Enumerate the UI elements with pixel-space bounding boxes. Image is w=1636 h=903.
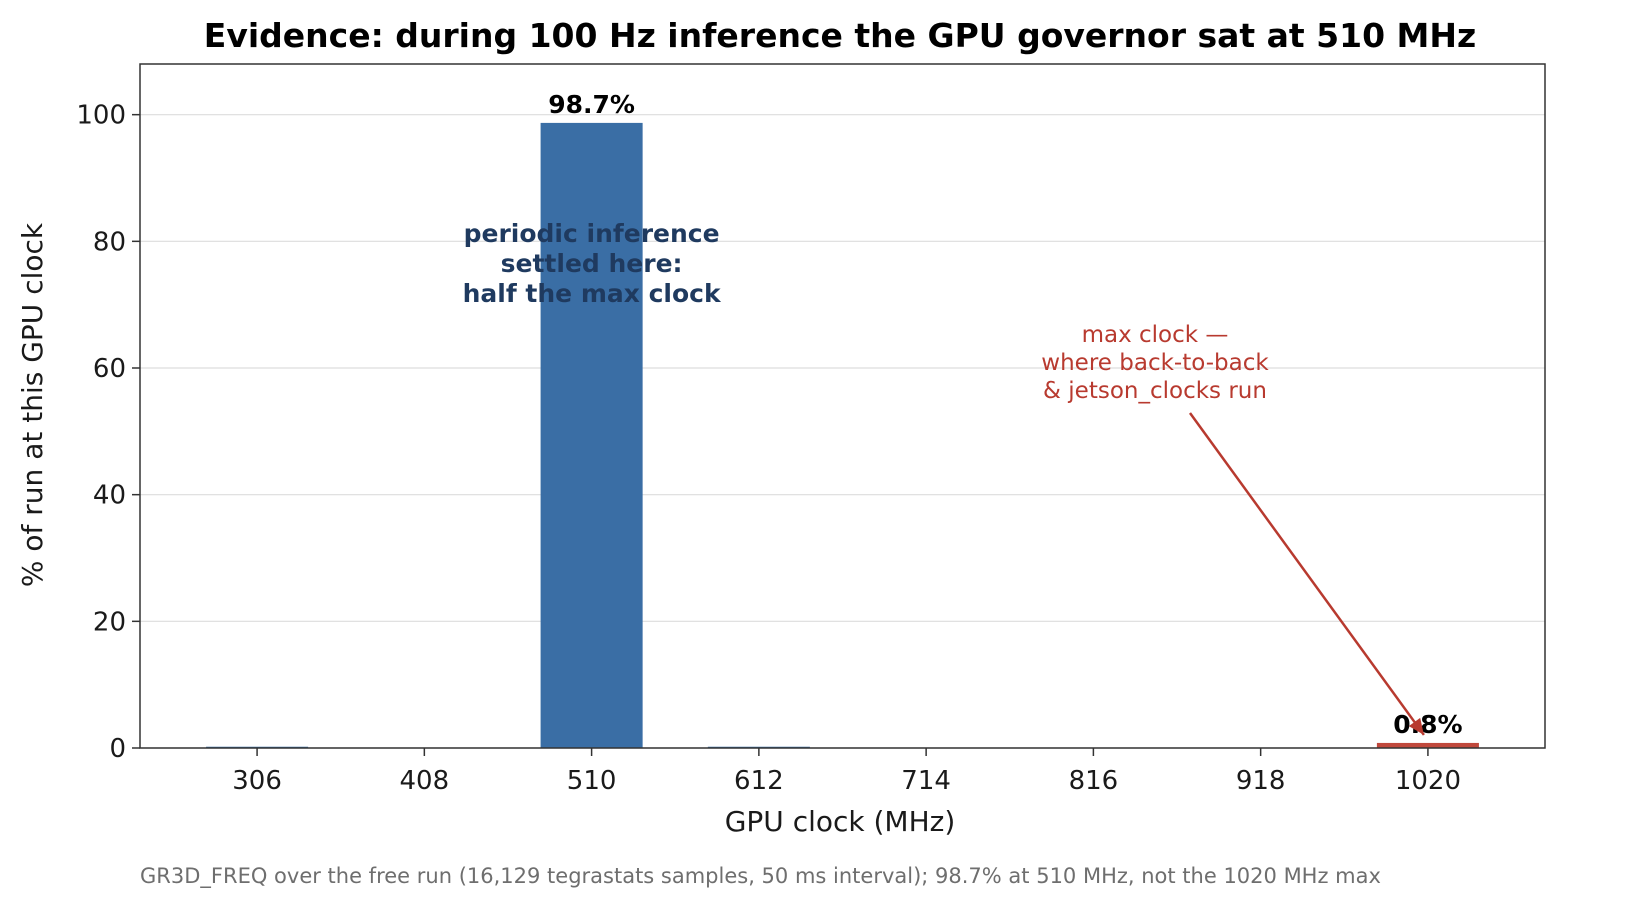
- x-axis-label: GPU clock (MHz): [725, 805, 956, 838]
- annotation-arrow: [1188, 412, 1425, 736]
- y-axis-ticks: 0 20 40 60 80 100: [76, 101, 140, 764]
- x-tick-label: 306: [232, 766, 282, 796]
- x-tick-label: 918: [1236, 766, 1286, 796]
- x-axis-ticks: 306 408 510 612 714 816 918 1020: [232, 748, 1461, 796]
- x-tick-label: 816: [1069, 766, 1119, 796]
- annotation-inference: periodic inference settled here: half the …: [463, 219, 722, 308]
- data-labels: 98.7% 0.8%: [548, 90, 1462, 739]
- y-tick-label: 80: [93, 227, 126, 257]
- bar-510: [540, 122, 643, 748]
- x-tick-label: 612: [734, 766, 784, 796]
- x-tick-label: 408: [400, 766, 450, 796]
- x-tick-label: 1020: [1395, 766, 1461, 796]
- annotations: periodic inference settled here: half the …: [463, 219, 1425, 736]
- y-tick-label: 60: [93, 354, 126, 384]
- data-label: 0.8%: [1393, 710, 1462, 739]
- bar-1020: [1376, 742, 1479, 748]
- bars: [206, 122, 1479, 749]
- chart-caption: GR3D_FREQ over the free run (16,129 tegr…: [140, 864, 1381, 889]
- y-tick-label: 0: [109, 734, 126, 764]
- arrow-head: [1408, 717, 1424, 735]
- y-tick-label: 100: [76, 101, 126, 131]
- y-tick-label: 40: [93, 481, 126, 511]
- x-tick-label: 510: [567, 766, 617, 796]
- y-tick-label: 20: [93, 607, 126, 637]
- plot-frame: [139, 63, 1546, 749]
- x-tick-label: 714: [901, 766, 951, 796]
- data-label: 98.7%: [548, 90, 635, 119]
- annotation-max-clock: max clock — where back-to-back & jetson_cl…: [1041, 322, 1269, 404]
- chart-title: Evidence: during 100 Hz inference the GP…: [204, 16, 1476, 55]
- y-axis-label: % of run at this GPU clock: [16, 222, 49, 587]
- gridlines: [140, 114, 1545, 749]
